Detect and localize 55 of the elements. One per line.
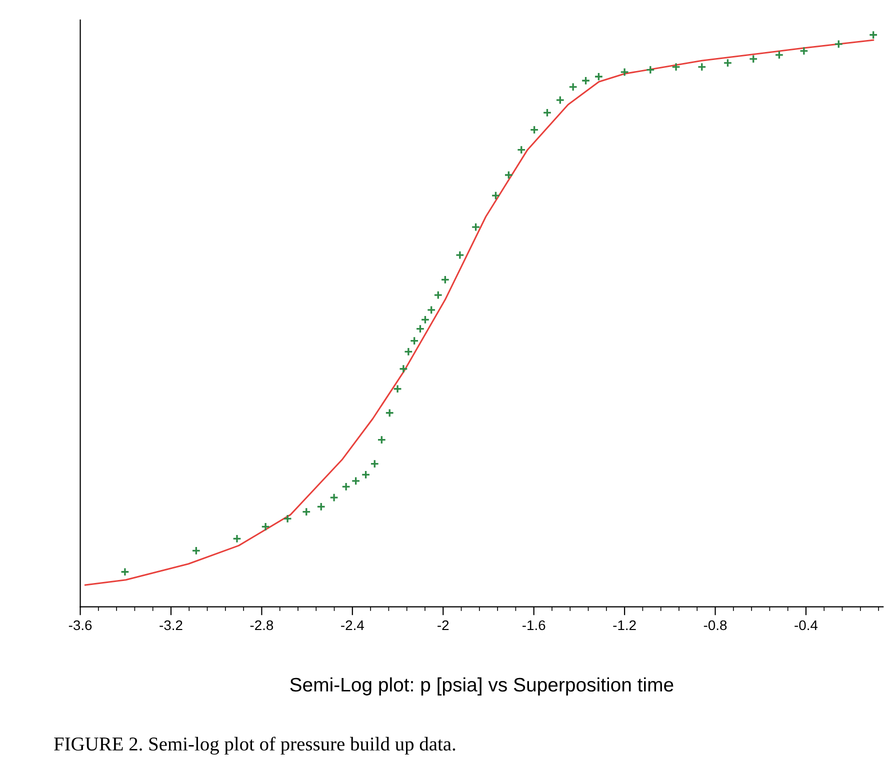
x-tick-label: -3.2 bbox=[160, 620, 182, 630]
point bbox=[672, 62, 681, 72]
point bbox=[351, 476, 360, 486]
point bbox=[330, 493, 339, 502]
x-tick-label: -2.8 bbox=[250, 620, 274, 630]
point bbox=[455, 250, 464, 260]
point bbox=[434, 290, 443, 300]
point bbox=[530, 125, 539, 134]
point bbox=[646, 65, 655, 74]
point bbox=[342, 482, 351, 492]
point bbox=[556, 96, 565, 105]
point bbox=[377, 435, 386, 444]
point bbox=[504, 170, 514, 180]
point bbox=[440, 275, 450, 284]
point bbox=[398, 364, 408, 374]
point bbox=[420, 315, 430, 324]
point bbox=[426, 305, 436, 314]
point bbox=[404, 347, 413, 356]
x-tick-label: -3.6 bbox=[68, 620, 92, 630]
point bbox=[316, 502, 326, 512]
point bbox=[370, 459, 380, 468]
point bbox=[516, 145, 526, 154]
point bbox=[620, 68, 630, 77]
point bbox=[410, 336, 419, 346]
point bbox=[361, 470, 370, 480]
caption: FIGURE 2. Semi-log plot of pressure build up data. bbox=[54, 736, 456, 755]
point bbox=[774, 50, 784, 60]
point bbox=[120, 567, 130, 576]
point bbox=[283, 514, 292, 524]
point bbox=[568, 82, 578, 92]
x-tick-label: -1.2 bbox=[613, 620, 636, 630]
point bbox=[697, 62, 706, 72]
x-tick-label: -2.4 bbox=[341, 620, 364, 630]
point bbox=[416, 324, 425, 334]
point bbox=[868, 30, 878, 40]
x-tick-label: -0.8 bbox=[704, 620, 727, 630]
point bbox=[471, 222, 480, 232]
x-tick-label: -1.6 bbox=[522, 620, 546, 630]
x-axis-title: Semi-Log plot: p [psia] vs Superposition time bbox=[290, 677, 674, 696]
point bbox=[723, 58, 732, 68]
x-tick-label: -0.4 bbox=[794, 620, 818, 630]
point bbox=[385, 408, 394, 418]
x-tick-label: -2 bbox=[438, 620, 449, 630]
point bbox=[491, 191, 500, 200]
point bbox=[302, 507, 311, 516]
point bbox=[799, 46, 808, 56]
point bbox=[594, 72, 604, 82]
point bbox=[192, 546, 201, 556]
point bbox=[834, 40, 844, 49]
point bbox=[581, 76, 590, 86]
point bbox=[393, 384, 402, 394]
point bbox=[261, 522, 270, 532]
point bbox=[232, 534, 242, 544]
point bbox=[748, 54, 758, 64]
point bbox=[542, 108, 552, 118]
